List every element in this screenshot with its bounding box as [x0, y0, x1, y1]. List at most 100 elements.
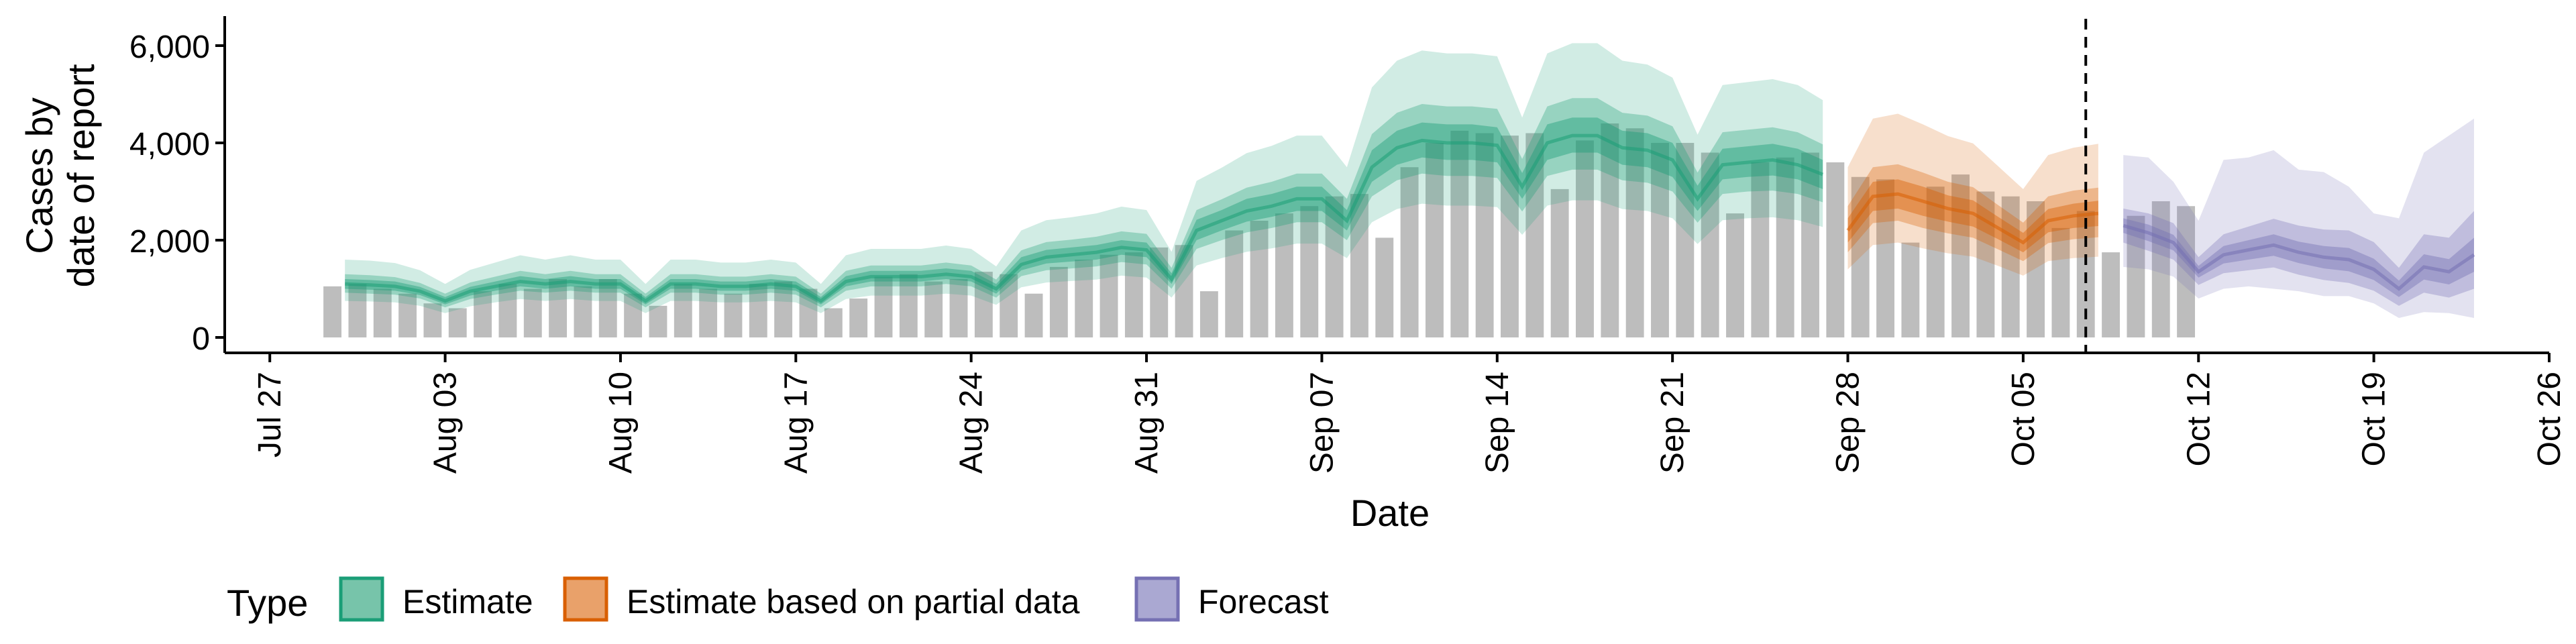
reported-cases-bar: [2102, 252, 2121, 337]
reported-cases-bar: [323, 286, 341, 337]
reported-cases-bar: [2177, 206, 2196, 337]
reported-cases-bar: [1601, 123, 1619, 337]
reported-cases-bar: [1325, 196, 1344, 337]
x-tick-label: Sep 21: [1655, 372, 1690, 474]
reported-cases-bar: [1926, 186, 1945, 337]
reported-cases-bar: [699, 288, 718, 337]
forecast-outer-band: [2123, 118, 2474, 319]
reported-cases-bar: [1275, 213, 1293, 337]
x-tick-label: Aug 10: [603, 372, 639, 474]
reported-cases-bar: [1426, 143, 1444, 337]
reported-cases-bar: [1300, 206, 1319, 337]
reported-cases-bar: [2151, 201, 2170, 337]
reported-cases-bar: [899, 274, 918, 337]
reported-cases-bar: [624, 293, 643, 337]
reported-cases-bar: [1099, 254, 1118, 337]
reported-cases-bar: [724, 293, 743, 337]
reported-cases-bar: [1576, 140, 1594, 337]
estimate-based-on-partial-data-outer-band: [1847, 113, 2098, 276]
estimate-mid-band: [345, 98, 1823, 308]
x-tick-label: Oct 26: [2532, 372, 2567, 466]
reported-cases-bar: [649, 305, 667, 337]
reported-cases-bar: [1199, 291, 1218, 337]
reported-cases-bar: [1175, 245, 1193, 337]
reported-cases-bar: [1676, 143, 1695, 337]
reported-cases-bar: [1751, 162, 1770, 337]
estimate-based-on-partial-data-median-line: [1846, 192, 2099, 245]
reported-cases-bar: [1124, 252, 1143, 337]
reported-cases-bar: [523, 288, 542, 337]
reported-cases-bar: [1826, 162, 1845, 337]
x-tick-label: Aug 03: [428, 372, 464, 474]
reported-cases-bar: [1075, 260, 1093, 337]
y-tick-label: 2,000: [129, 224, 210, 260]
estimate-bands: [345, 43, 2475, 319]
legend-label-estimate: Estimate: [402, 583, 533, 621]
reported-cases-bar: [924, 281, 943, 337]
reported-cases-bar: [1225, 230, 1244, 337]
legend: Type Estimate Estimate based on partial …: [227, 576, 1329, 624]
x-tick-label: Oct 19: [2357, 372, 2392, 466]
reported-cases-bar: [1250, 221, 1269, 337]
reported-cases-bar: [1776, 157, 1794, 337]
estimate-median-line: [345, 133, 1824, 303]
reported-cases-bar: [949, 279, 968, 337]
reported-cases-bar: [1901, 242, 1920, 337]
reported-cases-bar: [474, 291, 492, 337]
reported-cases-bar: [398, 293, 417, 337]
x-tick-label: Sep 28: [1831, 372, 1866, 474]
reported-cases-bar: [2027, 201, 2045, 337]
reported-cases-bar: [348, 284, 367, 337]
reported-cases-bar: [674, 284, 692, 337]
y-axis-title-line-1: Cases by: [18, 97, 60, 254]
reported-cases-bar: [874, 276, 893, 337]
x-tick-label: Aug 31: [1129, 372, 1165, 474]
legend-title: Type: [227, 582, 308, 624]
reported-cases-bar: [1550, 189, 1569, 337]
y-tick-label: 4,000: [129, 127, 210, 162]
reported-cases-bar: [1400, 167, 1419, 337]
legend-label-partial: Estimate based on partial data: [627, 583, 1080, 621]
reported-cases-bar: [498, 284, 517, 337]
reported-cases-bar: [423, 303, 442, 337]
reported-cases-bar: [1951, 174, 1970, 337]
reported-cases-bar: [1625, 128, 1644, 337]
reported-cases-bar: [749, 284, 767, 337]
reported-cases-bar: [1049, 266, 1068, 337]
y-tick-label: 6,000: [129, 30, 210, 65]
reported-cases-bar: [574, 286, 592, 337]
reported-cases-bar: [849, 299, 868, 337]
axes: 0 2,000 4,000 6,000 Jul 27 Aug 03 Aug 10 Aug 17…: [129, 16, 2567, 474]
x-tick-label: Aug 17: [778, 372, 814, 474]
y-axis-title-line-2: date of report: [60, 64, 102, 288]
x-tick-label: Jul 27: [252, 372, 288, 458]
reported-cases-bar: [774, 281, 793, 337]
reported-cases-bar: [1726, 213, 1744, 337]
reported-cases-bar: [1024, 293, 1043, 337]
x-tick-label: Oct 12: [2181, 372, 2216, 466]
reported-cases-bar: [598, 279, 617, 337]
y-tick-label: 0: [192, 321, 210, 357]
reported-cases-bar: [448, 308, 467, 337]
legend-label-forecast: Forecast: [1198, 583, 1329, 621]
x-tick-label: Aug 24: [954, 372, 989, 474]
reported-cases-bar: [1876, 179, 1894, 337]
forecast-mid-band: [2123, 208, 2474, 306]
reported-cases-bar: [2051, 227, 2070, 337]
reported-cases-bar: [1375, 237, 1394, 337]
reported-cases-bar: [1651, 143, 1669, 337]
reported-cases-bars: [323, 123, 2196, 337]
reported-cases-bar: [2001, 196, 2020, 337]
x-tick-label: Sep 07: [1304, 372, 1340, 474]
reported-cases-bar: [1450, 130, 1469, 337]
x-tick-label: Oct 05: [2006, 372, 2041, 466]
reported-cases-bar: [824, 308, 843, 337]
legend-key-partial: [563, 576, 608, 622]
reported-cases-bar: [2127, 215, 2145, 337]
legend-key-estimate: [339, 576, 384, 622]
estimate-outer-band: [345, 43, 1823, 313]
reported-cases-bar: [373, 288, 392, 337]
reported-cases-bar: [1475, 133, 1494, 337]
x-axis-title: Date: [1350, 492, 1430, 534]
